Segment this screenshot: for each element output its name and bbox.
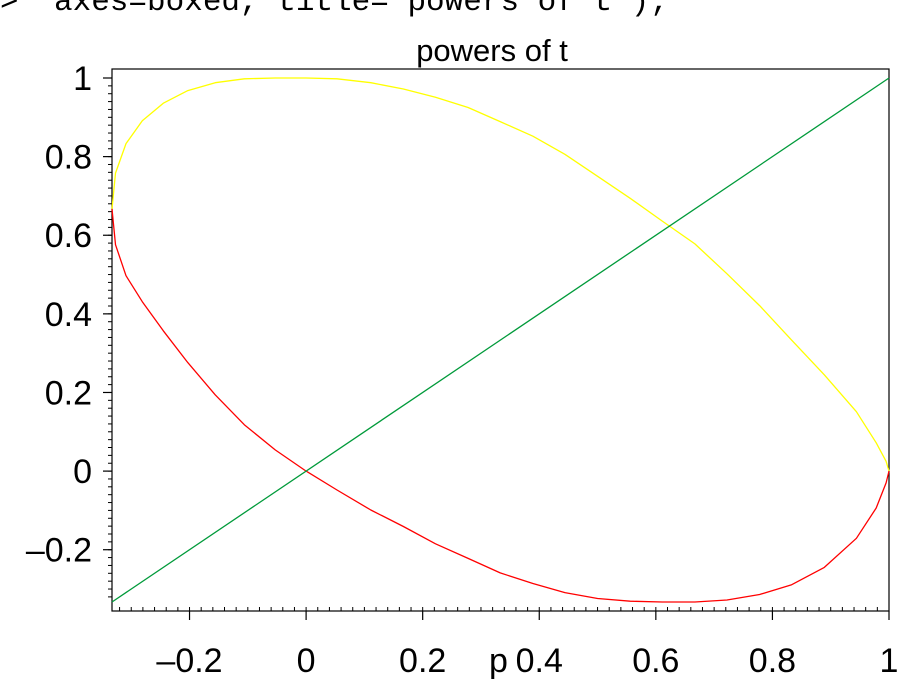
series-line-2 xyxy=(111,208,890,603)
y-tick-label: 0.4 xyxy=(45,296,92,334)
x-tick-label: –0.2 xyxy=(156,642,222,680)
y-tick-label: 1 xyxy=(73,60,92,98)
x-tick-label: 0.2 xyxy=(399,642,446,680)
x-tick-label: 1 xyxy=(880,642,899,680)
y-tick-label: –0.2 xyxy=(26,532,92,570)
series-line-1 xyxy=(111,77,890,472)
x-tick-label: 0.6 xyxy=(632,642,679,680)
x-tick-labels: –0.2 0 0.2 0.4 0.6 0.8 1 xyxy=(156,642,898,680)
plot-frame xyxy=(111,68,890,612)
minor-ticks xyxy=(108,77,890,611)
y-tick-label: 0.2 xyxy=(45,374,92,412)
x-tick-label: 0.4 xyxy=(516,642,563,680)
command-prompt: > xyxy=(0,0,19,20)
y-tick-label: 0.8 xyxy=(45,139,92,177)
x-tick-label: 0 xyxy=(297,642,316,680)
series-layer xyxy=(111,77,890,603)
series-line-3 xyxy=(111,77,890,603)
command-text: axes=boxed, title=`powers of t`); xyxy=(54,0,668,20)
major-ticks xyxy=(103,77,890,620)
x-tick-label: 0.8 xyxy=(749,642,796,680)
y-tick-label: 0 xyxy=(73,453,92,491)
command-line: > axes=boxed, title=`powers of t`); xyxy=(0,0,915,21)
y-tick-labels: –0.2 0 0.2 0.4 0.6 0.8 1 xyxy=(26,60,92,570)
y-tick-label: 0.6 xyxy=(45,217,92,255)
x-axis-label: p xyxy=(489,642,508,680)
chart-title: powers of t xyxy=(416,33,568,68)
